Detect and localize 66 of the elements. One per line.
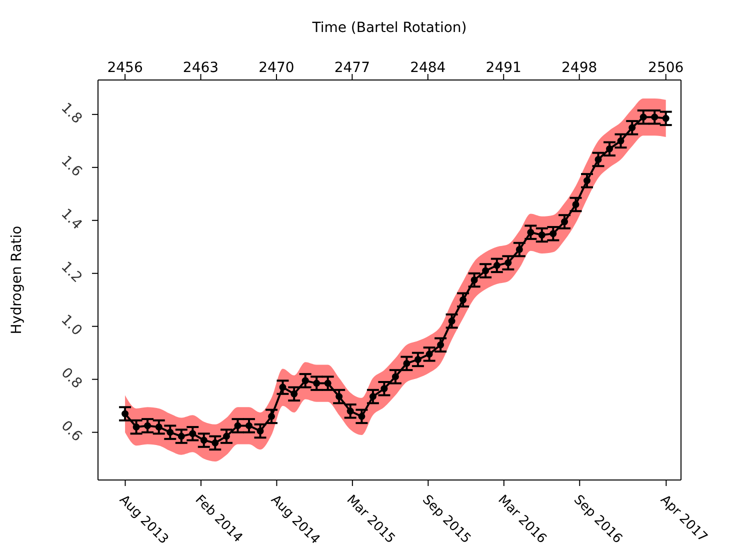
point — [527, 228, 534, 236]
point — [336, 393, 343, 400]
point — [460, 296, 467, 304]
point — [448, 318, 456, 325]
point — [132, 424, 140, 431]
point — [178, 432, 185, 440]
x-tick-label: 2470 — [258, 60, 294, 76]
x-tick-label: 2456 — [107, 60, 143, 76]
point — [482, 267, 490, 274]
y-tick-label: 1.2 — [58, 258, 85, 286]
point — [651, 114, 658, 121]
x-tick-label: 2477 — [334, 60, 370, 76]
point — [324, 380, 332, 387]
point — [166, 428, 174, 436]
point — [437, 341, 444, 348]
point — [516, 246, 523, 254]
point — [606, 145, 614, 152]
point — [426, 350, 433, 358]
point — [279, 384, 286, 391]
y-tick-label: 0.8 — [58, 364, 85, 392]
point — [584, 177, 591, 184]
x-tick-label: 2498 — [562, 60, 598, 76]
point — [290, 390, 298, 398]
point — [403, 360, 410, 367]
point — [268, 412, 275, 420]
point — [640, 114, 647, 121]
point — [628, 124, 636, 132]
y-axis-title: Hydrogen Ratio — [8, 226, 25, 334]
point — [256, 427, 264, 434]
point — [369, 393, 376, 400]
point — [662, 114, 670, 122]
point — [313, 380, 320, 387]
point — [122, 410, 129, 418]
point — [594, 156, 602, 163]
point — [561, 218, 568, 226]
point — [493, 262, 500, 269]
x-tick-label: 2491 — [486, 60, 522, 76]
point — [245, 422, 252, 430]
point — [200, 436, 208, 444]
point — [144, 422, 152, 430]
x-tick-label: 2506 — [648, 60, 684, 76]
x-tick-label: 2463 — [182, 60, 219, 76]
point — [617, 137, 624, 144]
point — [212, 439, 219, 446]
point — [470, 276, 478, 284]
point — [234, 422, 242, 430]
point — [223, 432, 230, 440]
point — [392, 373, 399, 380]
x-tick-label: 2484 — [410, 60, 446, 76]
point — [538, 231, 546, 238]
point — [189, 430, 196, 438]
y-tick-label: 0.6 — [58, 418, 85, 445]
point — [155, 424, 162, 431]
point — [380, 385, 388, 392]
point — [346, 408, 354, 415]
point — [550, 230, 557, 238]
y-tick-label: 1.4 — [58, 206, 85, 234]
point — [302, 377, 309, 384]
point — [414, 356, 422, 363]
point — [358, 412, 366, 420]
y-tick-label: 1.0 — [58, 312, 85, 339]
y-tick-label: 1.8 — [58, 100, 85, 128]
point — [572, 201, 580, 208]
y-tick-label: 1.6 — [58, 152, 85, 180]
x-axis-title: Time (Bartel Rotation) — [311, 20, 467, 36]
point — [504, 259, 512, 266]
